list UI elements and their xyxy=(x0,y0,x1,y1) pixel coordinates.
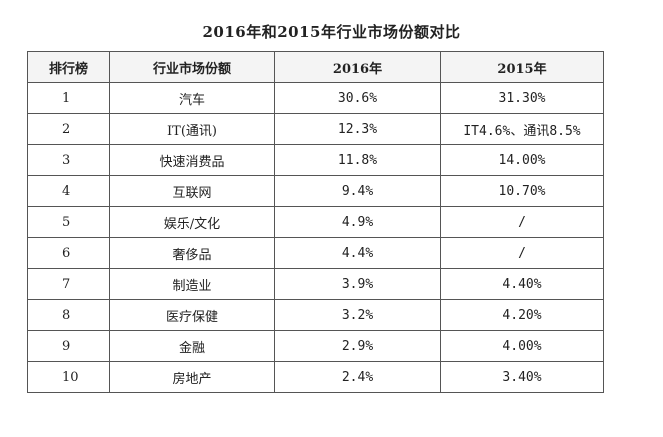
header-rank: 排行榜 xyxy=(27,51,110,83)
market-share-table: 排行榜 行业市场份额 2016年 2015年 1 汽车 30.6% 31.30%… xyxy=(27,51,604,393)
table-row: 6 奢侈品 4.4% / xyxy=(27,237,604,269)
cell-share-2015: 10.70% xyxy=(440,175,604,207)
cell-industry: 奢侈品 xyxy=(109,237,275,269)
cell-share-2015: 14.00% xyxy=(440,144,604,176)
table-row: 10 房地产 2.4% 3.40% xyxy=(27,361,604,393)
cell-rank: 7 xyxy=(27,268,110,300)
table-row: 2 IT(通讯) 12.3% IT4.6%、通讯8.5% xyxy=(27,113,604,145)
cell-industry: 互联网 xyxy=(109,175,275,207)
cell-share-2015: 4.00% xyxy=(440,330,604,362)
cell-share-2015: IT4.6%、通讯8.5% xyxy=(440,113,604,145)
cell-share-2015: 31.30% xyxy=(440,82,604,114)
cell-rank: 3 xyxy=(27,144,110,176)
cell-rank: 9 xyxy=(27,330,110,362)
cell-rank: 2 xyxy=(27,113,110,145)
table-row: 4 互联网 9.4% 10.70% xyxy=(27,175,604,207)
cell-rank: 5 xyxy=(27,206,110,238)
cell-industry: 金融 xyxy=(109,330,275,362)
cell-rank: 8 xyxy=(27,299,110,331)
cell-industry: 房地产 xyxy=(109,361,275,393)
table-row: 9 金融 2.9% 4.00% xyxy=(27,330,604,362)
table-row: 1 汽车 30.6% 31.30% xyxy=(27,82,604,114)
table-row: 7 制造业 3.9% 4.40% xyxy=(27,268,604,300)
cell-industry: 汽车 xyxy=(109,82,275,114)
table-title: 2016年和2015年行业市场份额对比 xyxy=(202,23,461,41)
cell-industry: 医疗保健 xyxy=(109,299,275,331)
cell-share-2016: 4.9% xyxy=(274,206,441,238)
cell-share-2016: 9.4% xyxy=(274,175,441,207)
cell-rank: 4 xyxy=(27,175,110,207)
header-industry: 行业市场份额 xyxy=(109,51,275,83)
cell-rank: 10 xyxy=(27,361,110,393)
cell-industry: IT(通讯) xyxy=(109,113,275,145)
header-row: 排行榜 行业市场份额 2016年 2015年 xyxy=(27,51,604,83)
cell-share-2016: 3.2% xyxy=(274,299,441,331)
cell-share-2015: 3.40% xyxy=(440,361,604,393)
cell-share-2016: 11.8% xyxy=(274,144,441,176)
cell-share-2016: 3.9% xyxy=(274,268,441,300)
cell-share-2016: 30.6% xyxy=(274,82,441,114)
cell-rank: 1 xyxy=(27,82,110,114)
cell-industry: 快速消费品 xyxy=(109,144,275,176)
table-row: 5 娱乐/文化 4.9% / xyxy=(27,206,604,238)
cell-share-2016: 12.3% xyxy=(274,113,441,145)
cell-share-2015: 4.40% xyxy=(440,268,604,300)
table-row: 3 快速消费品 11.8% 14.00% xyxy=(27,144,604,176)
header-2015: 2015年 xyxy=(440,51,604,83)
cell-share-2015: / xyxy=(440,206,604,238)
cell-rank: 6 xyxy=(27,237,110,269)
cell-share-2016: 4.4% xyxy=(274,237,441,269)
cell-industry: 制造业 xyxy=(109,268,275,300)
cell-share-2016: 2.4% xyxy=(274,361,441,393)
cell-share-2015: / xyxy=(440,237,604,269)
cell-industry: 娱乐/文化 xyxy=(109,206,275,238)
table-row: 8 医疗保健 3.2% 4.20% xyxy=(27,299,604,331)
cell-share-2016: 2.9% xyxy=(274,330,441,362)
header-2016: 2016年 xyxy=(274,51,441,83)
cell-share-2015: 4.20% xyxy=(440,299,604,331)
